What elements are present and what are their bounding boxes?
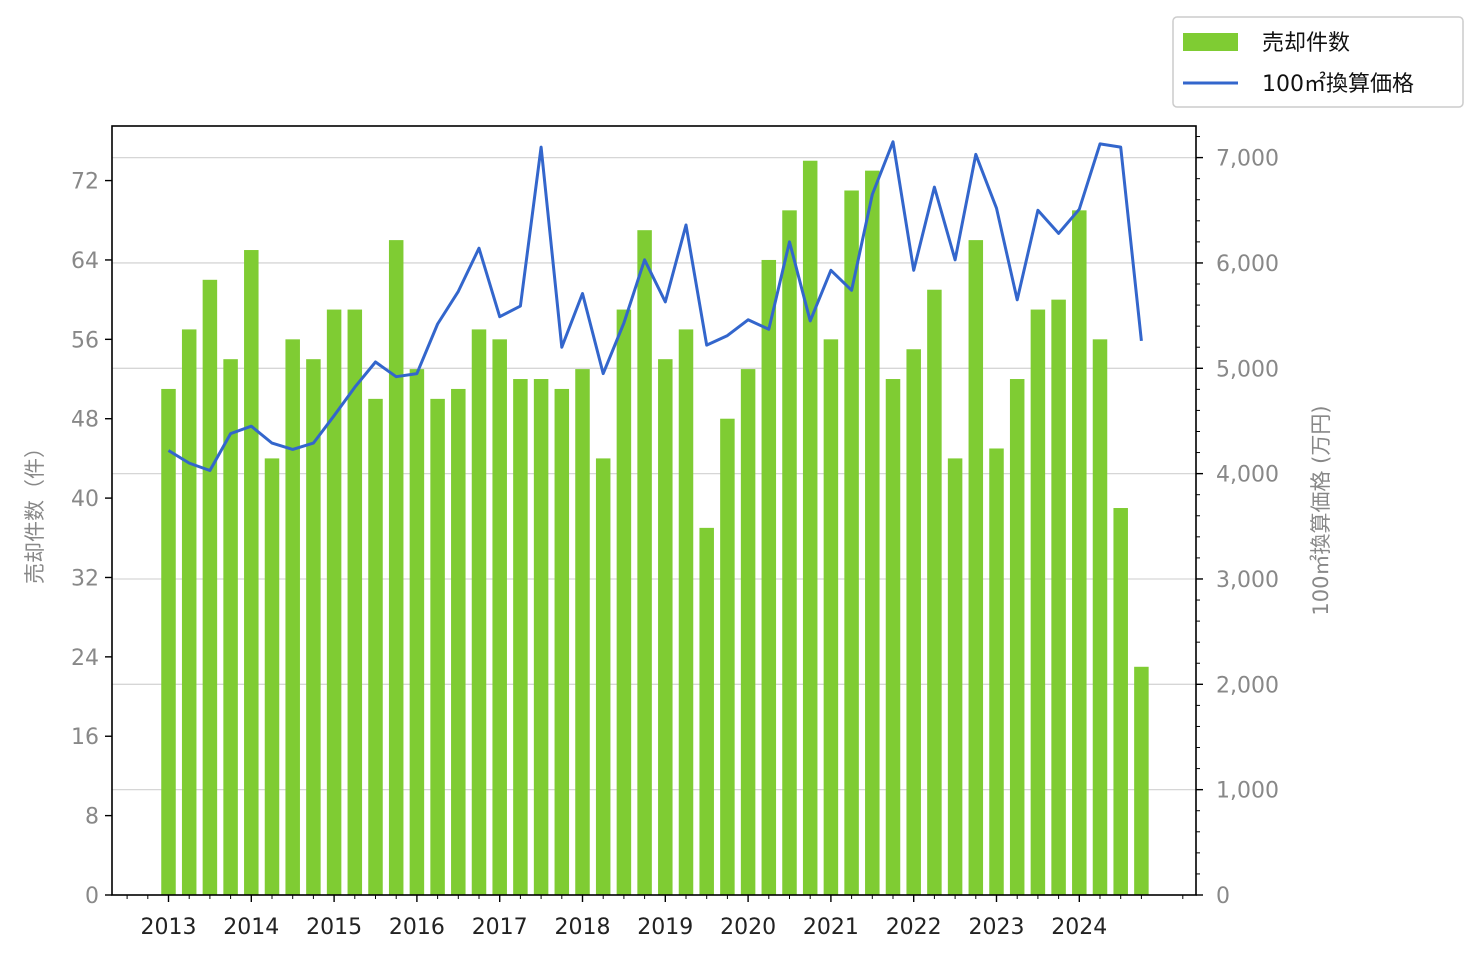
tick-label: 6,000 (1216, 252, 1279, 277)
tick-label: 40 (71, 487, 99, 512)
tick-label: 4,000 (1216, 463, 1279, 488)
tick-label: 2013 (141, 915, 197, 940)
bar (347, 309, 363, 895)
tick-label: 64 (71, 249, 99, 274)
right-axis-title: 100㎡換算価格 (万円) (1309, 405, 1333, 615)
right-axis-ticks: 0 1,000 2,000 3,000 4,000 5,000 6,000 7,000 (1196, 136, 1279, 909)
bar (1092, 339, 1108, 896)
legend-swatch-bar (1183, 33, 1238, 51)
tick-label: 2021 (803, 915, 859, 940)
tick-label: 1,000 (1216, 779, 1279, 804)
tick-label: 2022 (886, 915, 942, 940)
legend-label-line: 100㎡換算価格 (1262, 71, 1414, 97)
tick-label: 2015 (306, 915, 362, 940)
bar (513, 379, 528, 895)
tick-label: 2019 (637, 915, 693, 940)
bar (1113, 508, 1128, 895)
bar (368, 398, 383, 895)
bar (906, 349, 921, 895)
legend-box (1172, 16, 1464, 108)
bar (865, 170, 880, 895)
bar (533, 379, 549, 895)
bar (223, 359, 238, 895)
tick-label: 32 (71, 566, 99, 591)
tick-label: 0 (1216, 884, 1230, 909)
price-line (167, 140, 1143, 472)
tick-label: 8 (85, 805, 99, 830)
tick-label: 2023 (969, 915, 1025, 940)
bar (430, 398, 445, 895)
tick-label: 72 (71, 170, 99, 195)
bar (161, 388, 176, 895)
bar (658, 359, 673, 895)
bar (244, 250, 259, 896)
bar (782, 210, 797, 896)
tick-label: 24 (71, 646, 99, 671)
bar (947, 458, 963, 895)
tick-label: 0 (85, 884, 99, 909)
bar (637, 230, 652, 895)
tick-label: 2017 (472, 915, 528, 940)
tick-label: 7,000 (1216, 147, 1279, 172)
bar (720, 418, 735, 895)
bar (616, 309, 632, 895)
bar (202, 279, 218, 895)
bar (1134, 666, 1149, 895)
bar (1051, 299, 1066, 896)
bar (844, 190, 859, 896)
bar (823, 339, 839, 896)
tick-label: 16 (71, 725, 99, 750)
bar (181, 329, 197, 895)
bar (554, 388, 570, 895)
bar (306, 359, 321, 895)
bar-series (161, 160, 1149, 896)
tick-label: 2020 (720, 915, 776, 940)
bar (1009, 379, 1025, 895)
tick-label: 56 (71, 328, 99, 353)
bar (575, 369, 590, 895)
bar (595, 458, 611, 895)
bar (968, 240, 984, 895)
tick-label: 3,000 (1216, 568, 1279, 593)
bar (989, 448, 1004, 895)
bar (326, 309, 342, 895)
bar (1072, 210, 1087, 896)
bar (885, 379, 901, 895)
tick-label: 5,000 (1216, 357, 1279, 382)
bar (285, 339, 300, 896)
plot-frame (111, 125, 1197, 896)
left-axis-title: 売却件数（件） (23, 437, 47, 584)
bar (388, 240, 404, 895)
bar (699, 527, 714, 895)
legend-label-bar: 売却件数 (1262, 31, 1350, 56)
tick-label: 2,000 (1216, 673, 1279, 698)
bar (471, 329, 487, 895)
x-axis-ticks: 2013 2014 2015 2016 2017 2018 2019 2020 2021 2022… (126, 895, 1184, 940)
bar (740, 369, 756, 895)
tick-label: 2018 (555, 915, 611, 940)
bar (802, 160, 818, 896)
tick-label: 2016 (389, 915, 445, 940)
bar (451, 388, 466, 895)
left-axis-ticks: 0 8 16 24 32 40 48 56 64 72 (71, 170, 112, 909)
bar (492, 339, 507, 896)
bar (409, 369, 425, 895)
bar (1030, 309, 1046, 895)
bar (678, 329, 694, 895)
bar (927, 289, 942, 895)
tick-label: 2014 (223, 915, 279, 940)
bar (761, 259, 777, 895)
tick-label: 2024 (1051, 915, 1107, 940)
tick-label: 48 (71, 408, 99, 433)
bar (264, 458, 280, 895)
legend: 売却件数 100㎡換算価格 (1172, 16, 1464, 108)
